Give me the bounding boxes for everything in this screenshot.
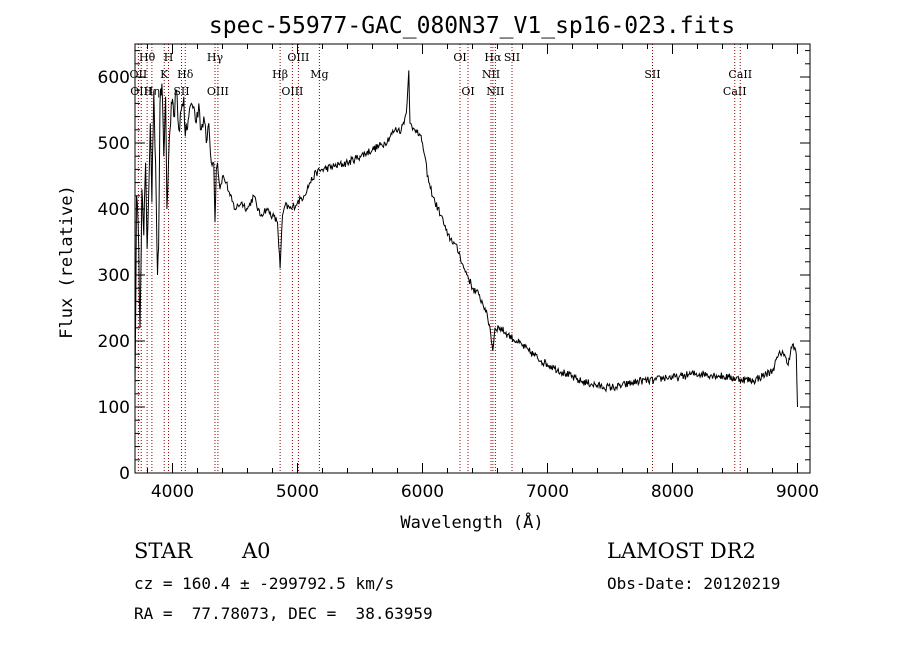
line-marker-label: Hδ [177, 68, 194, 81]
x-tick-label: 4000 [151, 482, 194, 502]
x-tick-label: 6000 [401, 482, 444, 502]
line-marker-label: Hγ [207, 51, 224, 64]
spectrum-series-line-0 [134, 70, 798, 408]
line-marker-label: Hθ [139, 51, 156, 64]
y-tick-label: 300 [98, 266, 130, 286]
line-marker-label: CaII [723, 85, 747, 98]
line-marker-label: CaII [728, 68, 752, 81]
x-tick-label: 7000 [526, 482, 569, 502]
y-axis-label: Flux (relative) [57, 185, 77, 339]
line-marker-label: OI [453, 51, 466, 64]
line-marker-label: OIII [281, 85, 303, 98]
line-marker-label: SII [644, 68, 660, 81]
chart-title: spec-55977-GAC_080N37_V1_sp16-023.fits [209, 13, 735, 39]
x-tick-label: 9000 [776, 482, 819, 502]
line-marker-label: NII [486, 85, 504, 98]
line-marker-label: Hβ [272, 68, 288, 81]
x-tick-label: 8000 [651, 482, 694, 502]
observation-date: Obs-Date: 20120219 [607, 574, 781, 593]
line-marker-label: OII [130, 68, 148, 81]
line-marker-label: OIII [207, 85, 229, 98]
object-class: STAR [134, 539, 193, 563]
x-tick-label: 5000 [276, 482, 319, 502]
y-tick-label: 100 [98, 398, 130, 418]
line-marker-label: Hα [484, 51, 502, 64]
x-axis-label: Wavelength (Å) [400, 511, 543, 533]
line-marker-label: Mg [310, 68, 328, 81]
line-marker-label: OIII [287, 51, 309, 64]
line-marker-label: H [164, 51, 174, 64]
y-tick-label: 0 [119, 464, 130, 484]
redshift-velocity: cz = 160.4 ± -299792.5 km/s [134, 574, 395, 593]
line-marker-label: SII [504, 51, 520, 64]
line-marker-label: NII [482, 68, 500, 81]
sky-coordinates: RA = 77.78073, DEC = 38.63959 [134, 604, 433, 623]
y-tick-label: 400 [98, 200, 130, 220]
plot-frame [134, 43, 811, 474]
line-marker-label: OI [461, 85, 474, 98]
object-subclass: A0 [242, 539, 271, 563]
line-marker-label: Hη [144, 85, 160, 98]
y-tick-label: 600 [98, 68, 130, 88]
line-marker-label: OIII [130, 85, 152, 98]
y-tick-label: 200 [98, 332, 130, 352]
y-tick-label: 500 [98, 134, 130, 154]
survey-name: LAMOST DR2 [607, 539, 756, 563]
line-marker-label: K [160, 68, 169, 81]
